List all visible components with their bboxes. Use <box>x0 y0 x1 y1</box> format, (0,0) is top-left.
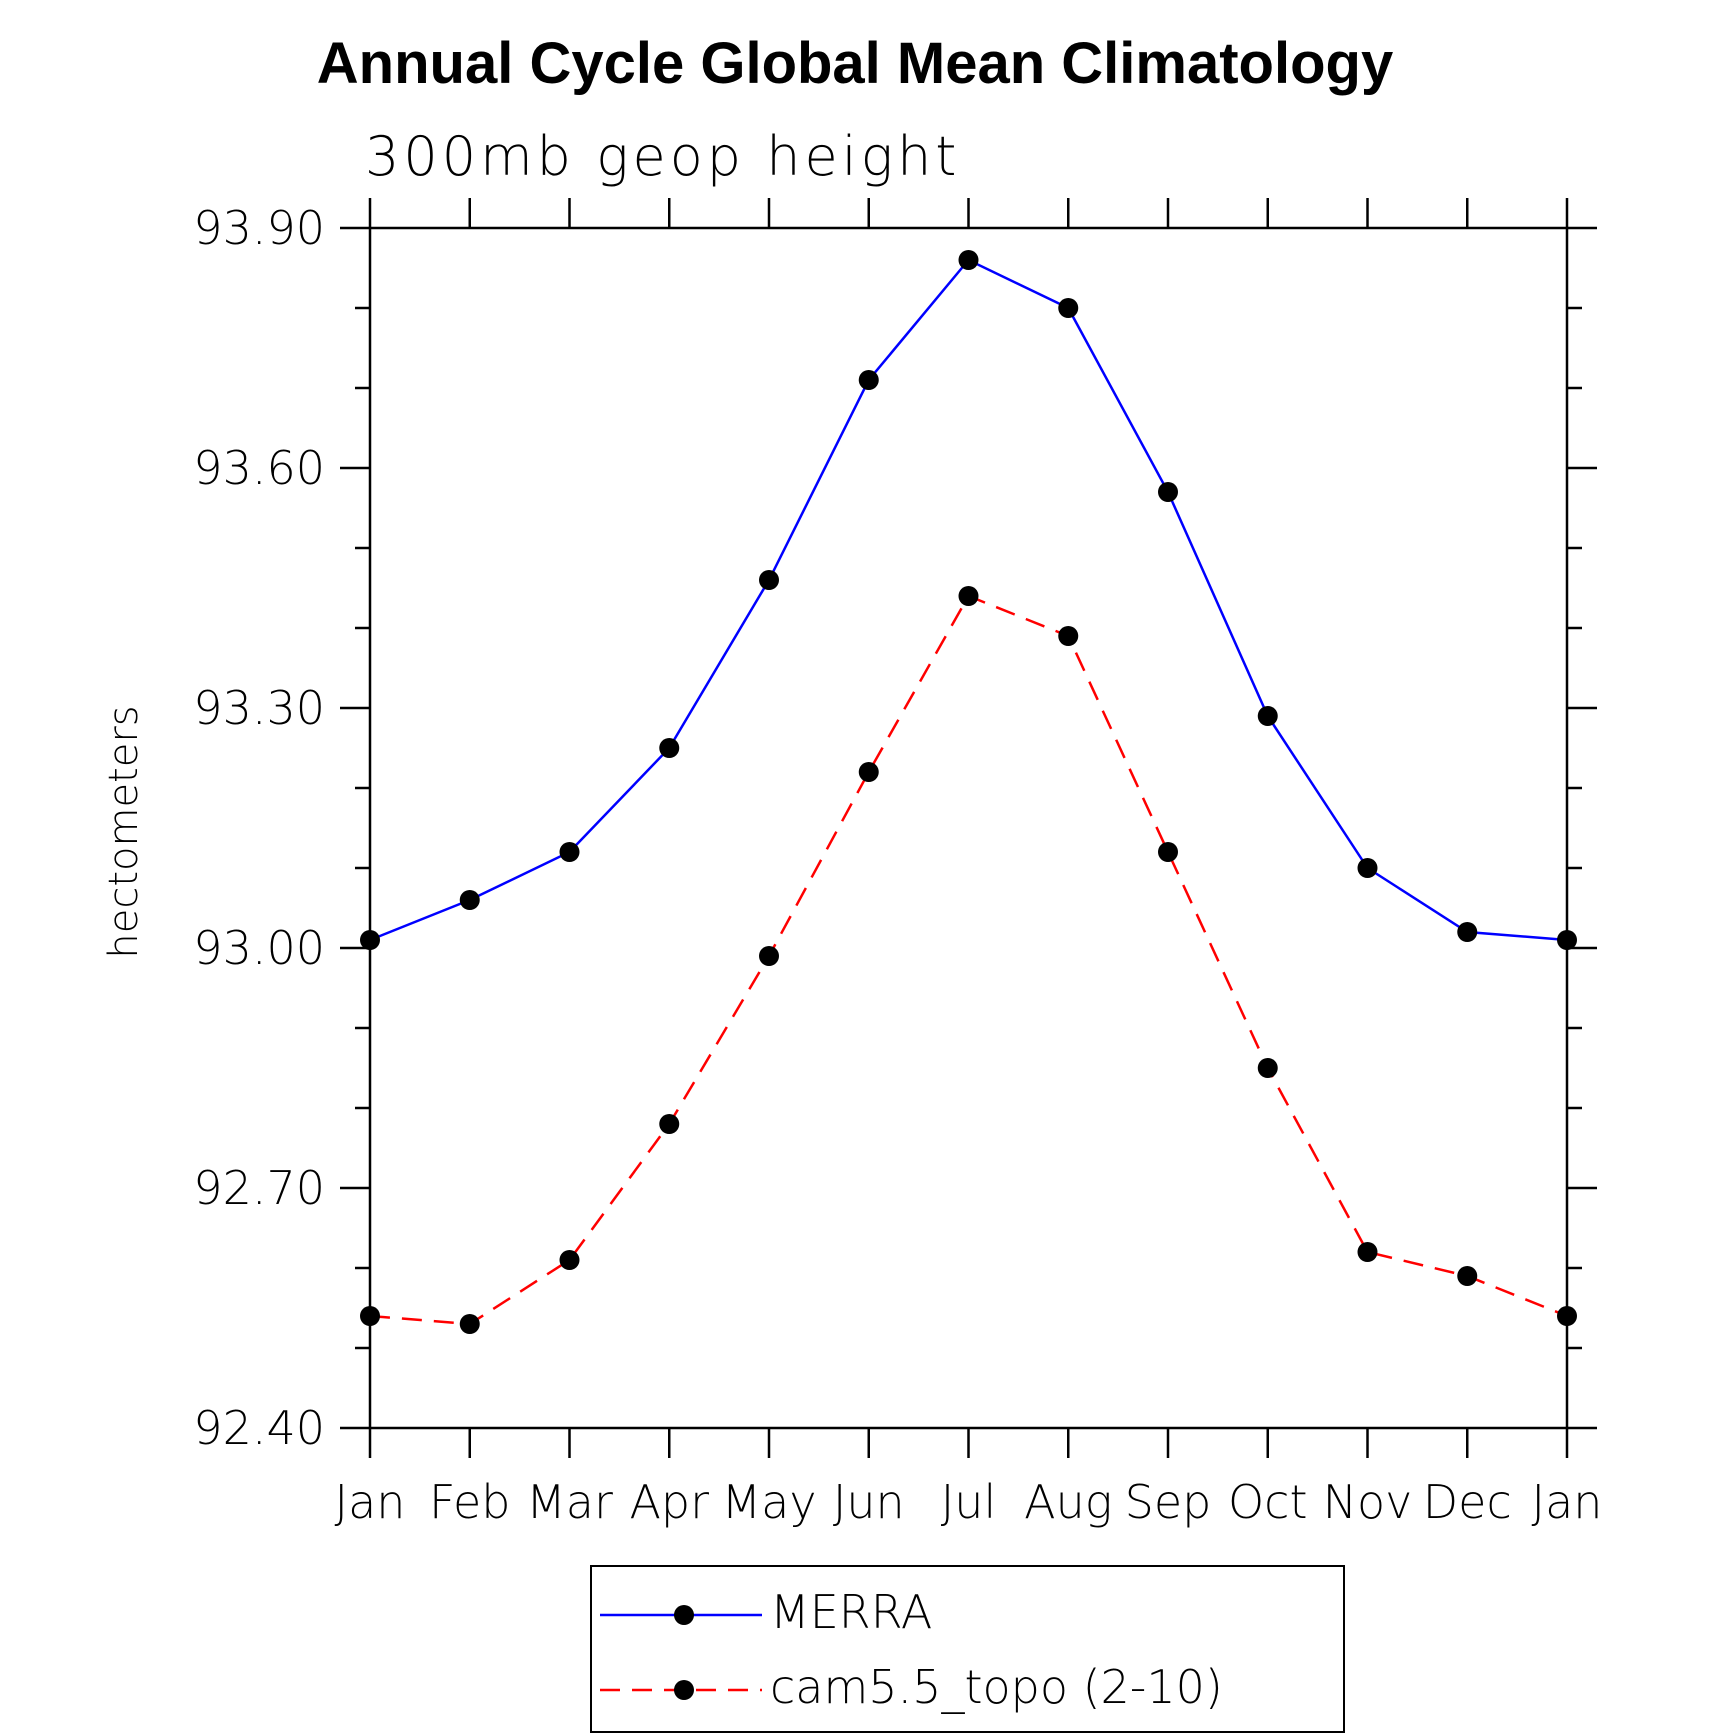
x-tick-label: Aug <box>1024 1475 1112 1529</box>
series-0-point <box>1257 706 1278 726</box>
legend-label-merra: MERRA <box>770 1585 933 1639</box>
series-1-point <box>858 762 879 782</box>
series-0-point <box>459 890 480 910</box>
plot-frame <box>368 226 1569 1430</box>
x-tick-label: Apr <box>629 1475 709 1529</box>
x-tick-label: Jul <box>941 1475 997 1529</box>
series-1-point <box>958 586 979 606</box>
legend: MERRA cam5.5_topo (2-10) <box>590 1565 1345 1733</box>
x-tick-label: Nov <box>1323 1475 1413 1529</box>
series-1-point <box>559 1250 580 1270</box>
series-0-point <box>858 370 879 390</box>
x-tick-label: Jun <box>833 1475 905 1529</box>
chart-subtitle: 300mb geop height <box>365 125 961 188</box>
x-tick-label: May <box>721 1475 816 1529</box>
series-1-point <box>1257 1058 1278 1078</box>
series-0-point <box>1457 922 1478 942</box>
y-tick-label: 93.60 <box>193 441 325 495</box>
series-0-point <box>659 738 680 758</box>
series-1-point <box>459 1314 480 1334</box>
series-0-point <box>1357 858 1378 878</box>
x-tick-label: Oct <box>1228 1475 1308 1529</box>
series-1-point <box>1357 1242 1378 1262</box>
series-0-point <box>1158 482 1178 502</box>
y-tick-label: 92.70 <box>193 1161 325 1215</box>
series-1-point <box>759 946 779 966</box>
series-0-point <box>1058 298 1079 318</box>
y-tick-label: 92.40 <box>193 1401 325 1455</box>
y-tick-label: 93.00 <box>193 921 325 975</box>
y-tick-label: 93.90 <box>193 201 325 255</box>
series-line-1 <box>369 594 1568 1326</box>
series-1-point <box>1457 1266 1478 1286</box>
legend-label-cam: cam5.5_topo (2-10) <box>770 1660 1223 1714</box>
series-0-point <box>1557 930 1577 950</box>
series-1-point <box>1158 842 1178 862</box>
series-1-point <box>659 1114 680 1134</box>
y-tick-label: 93.30 <box>193 681 325 735</box>
x-tick-label: Feb <box>429 1475 510 1529</box>
x-tick-label: Dec <box>1423 1475 1512 1529</box>
y-axis-label: hectometers <box>101 705 147 958</box>
x-tick-label: Mar <box>526 1475 613 1529</box>
series-0-point <box>759 570 779 590</box>
x-tick-label: Jan <box>1532 1475 1603 1529</box>
series-1-point <box>1058 626 1079 646</box>
series-0-point <box>958 250 979 270</box>
chart-title: Annual Cycle Global Mean Climatology <box>316 31 1394 96</box>
series-0-point <box>559 842 580 862</box>
series-1-point <box>360 1306 380 1326</box>
series-1-point <box>1557 1306 1577 1326</box>
x-tick-label: Jan <box>335 1475 406 1529</box>
legend-cam-marker <box>674 1680 694 1700</box>
legend-merra-marker <box>674 1605 694 1625</box>
x-tick-label: Sep <box>1125 1475 1212 1529</box>
series-0-point <box>360 930 380 950</box>
